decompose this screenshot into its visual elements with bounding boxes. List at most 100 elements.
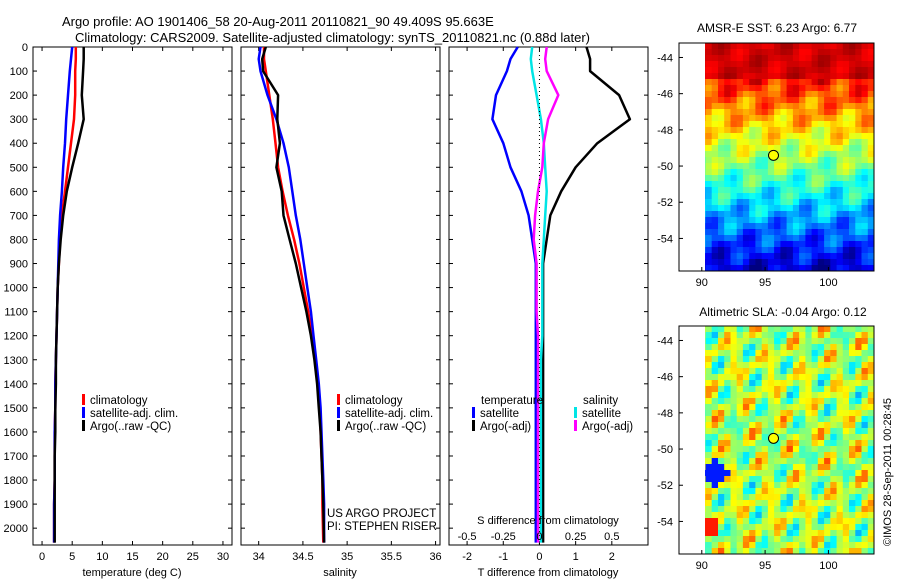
sla-map-panel: Altimetric SLA: -0.04 Argo: 0.12 90 95 100… [657, 305, 875, 572]
heatmap-cell [705, 55, 707, 62]
heatmap-cell [836, 542, 844, 549]
heatmap-cell [780, 199, 788, 206]
heatmap-cell [824, 193, 831, 200]
heatmap-cell [749, 506, 756, 513]
heatmap-cell [774, 259, 781, 266]
heatmap-cell [786, 470, 794, 477]
heatmap-cell [755, 43, 763, 50]
heatmap-cell [718, 199, 725, 206]
heatmap-cell [861, 332, 869, 339]
heatmap-cell [718, 470, 725, 477]
heatmap-cell [711, 241, 719, 248]
heatmap-cell [824, 235, 831, 242]
heatmap-cell [724, 494, 731, 501]
heatmap-cell [817, 97, 825, 104]
heatmap-cell [780, 175, 788, 182]
heatmap-cell [705, 223, 707, 230]
heatmap-cell [705, 79, 713, 86]
heatmap-cell [767, 115, 775, 122]
x-tick-label: 36 [429, 551, 441, 563]
heatmap-cell [786, 398, 794, 405]
heatmap-cell [711, 229, 719, 236]
heatmap-cell [817, 187, 825, 194]
heatmap-cell [724, 109, 731, 116]
heatmap-cell [855, 434, 863, 441]
heatmap-cell [786, 229, 794, 236]
heatmap-cell [842, 500, 850, 507]
heatmap-cell [724, 512, 731, 519]
heatmap-cell [718, 386, 725, 393]
heatmap-cell [830, 79, 838, 86]
heatmap-cell [742, 97, 750, 104]
heatmap-cell [730, 530, 738, 537]
heatmap-cell [711, 247, 719, 254]
heatmap-cell [774, 169, 781, 176]
heatmap-cell [799, 332, 806, 339]
heatmap-cell [780, 392, 788, 399]
heatmap-cell [867, 494, 874, 501]
heatmap-cell [849, 518, 856, 525]
heatmap-cell [824, 163, 831, 170]
heatmap-cell [849, 163, 856, 170]
heatmap-cell [755, 79, 763, 86]
heatmap-cell [718, 79, 725, 86]
heatmap-cell [730, 67, 738, 74]
heatmap-cell [805, 121, 813, 128]
heatmap-cell [786, 476, 794, 483]
heatmap-cell [774, 211, 781, 218]
heatmap-cell [855, 211, 863, 218]
heatmap-cell [755, 217, 763, 224]
heatmap-cell [742, 223, 750, 230]
heatmap-cell [867, 332, 874, 339]
heatmap-cell [786, 73, 794, 80]
heatmap-cell [792, 205, 800, 212]
heatmap-cell [767, 452, 775, 459]
heatmap-cell [867, 109, 874, 116]
heatmap-cell [799, 446, 806, 453]
y-tick-label: 1700 [4, 451, 28, 463]
heatmap-cell [811, 151, 819, 158]
heatmap-cell [780, 422, 788, 429]
heatmap-cell [755, 49, 763, 56]
heatmap-cell [805, 97, 813, 104]
heatmap-cell [742, 103, 750, 110]
heatmap-cell [761, 350, 769, 357]
heatmap-cell [736, 470, 744, 477]
heatmap-cell [711, 121, 719, 128]
heatmap-cell [811, 211, 819, 218]
heatmap-cell [855, 169, 863, 176]
heatmap-cell [705, 133, 713, 140]
heatmap-cell [824, 512, 831, 519]
heatmap-cell [817, 446, 825, 453]
heatmap-cell [861, 55, 869, 62]
y-tick-label: -46 [657, 89, 673, 101]
heatmap-cell [786, 115, 794, 122]
heatmap-cell [730, 151, 738, 158]
heatmap-cell [730, 103, 738, 110]
heatmap-cell [836, 55, 844, 62]
heatmap-cell [705, 115, 713, 122]
heatmap-cell [867, 530, 874, 537]
heatmap-cell [767, 368, 775, 375]
heatmap-cell [830, 91, 838, 98]
heatmap-cell [761, 464, 769, 471]
heatmap-cell [830, 67, 838, 74]
heatmap-cell [724, 356, 731, 363]
heatmap-cell [817, 91, 825, 98]
heatmap-cell [836, 380, 844, 387]
heatmap-cell [780, 49, 788, 56]
heatmap-cell [705, 458, 713, 465]
heatmap-cell [855, 49, 863, 56]
heatmap-cell [780, 398, 788, 405]
heatmap-cell [755, 121, 763, 128]
heatmap-cell [817, 217, 825, 224]
heatmap-cell [780, 326, 788, 333]
heatmap-cell [867, 235, 874, 242]
heatmap-cell [836, 181, 844, 188]
heatmap-cell [705, 506, 707, 513]
heatmap-cell [718, 524, 725, 531]
heatmap-cell [792, 536, 800, 543]
heatmap-cell [761, 109, 769, 116]
heatmap-cell [724, 488, 731, 495]
heatmap-cell [792, 61, 800, 68]
